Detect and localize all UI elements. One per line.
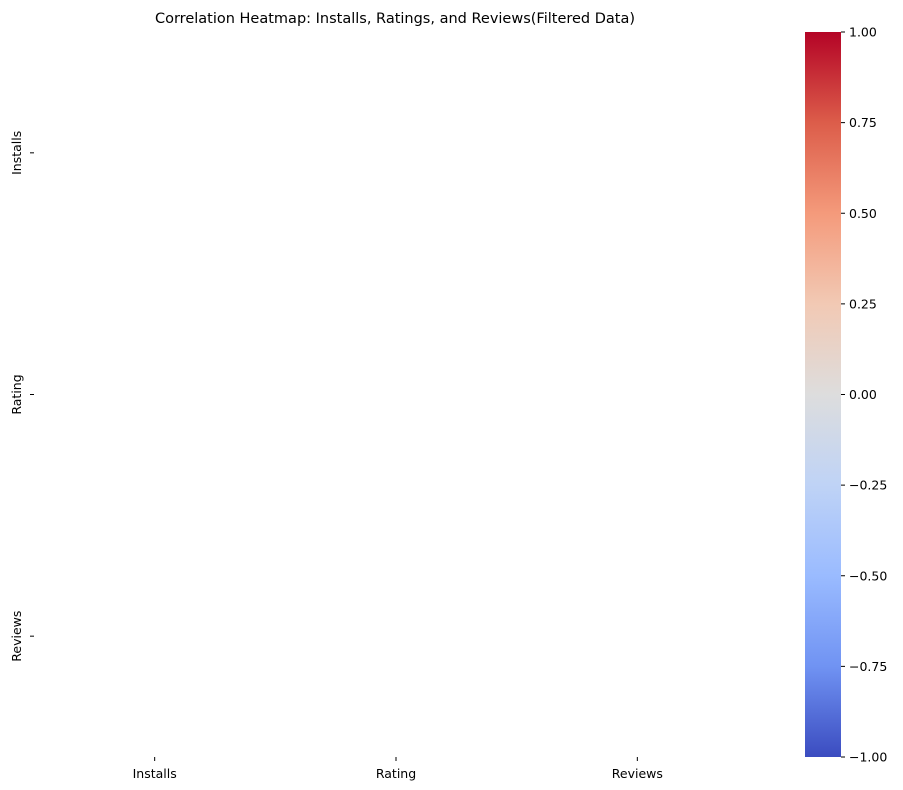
colorbar-tick-label: 0.25 <box>849 296 877 311</box>
heatmap-cell <box>34 32 276 274</box>
x-tick-label: Rating <box>376 766 416 781</box>
colorbar-tick-label: −1.00 <box>849 750 887 765</box>
x-axis: Installs Rating Reviews <box>133 757 663 781</box>
y-tick-label: Rating <box>9 374 24 414</box>
heatmap-cell <box>34 273 276 516</box>
y-axis: Installs Rating Reviews <box>9 131 34 662</box>
heatmap-cell <box>516 32 758 274</box>
heatmap-cell <box>275 515 517 757</box>
y-tick-label: Reviews <box>9 611 24 662</box>
heatmap-cell <box>34 515 276 757</box>
heatmap-cell <box>275 32 517 274</box>
colorbar-tick-label: −0.75 <box>849 659 887 674</box>
colorbar-tick-label: 1.00 <box>849 25 877 40</box>
chart-title: Correlation Heatmap: Installs, Ratings, … <box>155 11 635 27</box>
x-tick-label: Reviews <box>612 766 663 781</box>
colorbar-tick-label: 0.00 <box>849 387 877 402</box>
x-tick-label: Installs <box>133 766 177 781</box>
colorbar-ticks: 1.00 0.75 0.50 0.25 0.00 −0.25 −0.50 −0.75 −1.00 <box>841 25 887 765</box>
heatmap-cell <box>275 273 517 516</box>
heatmap-cells <box>34 32 758 757</box>
colorbar: 1.00 0.75 0.50 0.25 0.00 −0.25 −0.50 −0.75 −1.00 <box>805 25 887 765</box>
colorbar-tick-label: −0.50 <box>849 568 887 583</box>
heatmap-cell <box>516 273 758 516</box>
heatmap-cell <box>516 515 758 757</box>
colorbar-tick-label: −0.25 <box>849 478 887 493</box>
colorbar-gradient <box>805 32 841 757</box>
colorbar-tick-label: 0.75 <box>849 115 877 130</box>
y-tick-label: Installs <box>9 131 24 175</box>
colorbar-tick-label: 0.50 <box>849 206 877 221</box>
